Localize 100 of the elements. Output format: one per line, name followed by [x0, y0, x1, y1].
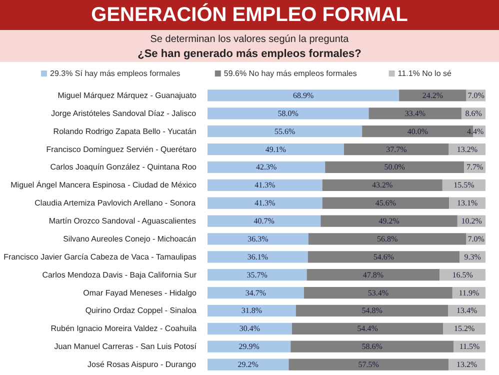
y-tick-label: Martín Orozco Sandoval - Aguascalientes	[48, 216, 196, 226]
data-label: 40.7%	[254, 216, 275, 226]
bar	[208, 179, 322, 191]
y-tick-label: Rolando Rodrigo Zapata Bello - Yucatán	[53, 126, 196, 136]
bar	[208, 304, 296, 317]
y-tick-label: Carlos Mendoza Davis - Baja California Sur	[42, 270, 197, 280]
chart-title: GENERACIÓN EMPLEO FORMAL	[0, 0, 499, 30]
data-label: 54.6%	[373, 252, 394, 262]
data-label: 54.8%	[362, 306, 383, 316]
bar	[368, 108, 462, 120]
legend-label: 29.3% Sí hay más empleos formales	[50, 69, 180, 78]
bar	[208, 197, 322, 209]
bar	[208, 251, 308, 263]
data-label: 45.6%	[375, 198, 396, 208]
data-label: 4.4%	[467, 126, 484, 136]
data-label: 37.7%	[386, 144, 408, 154]
bar	[308, 233, 466, 245]
data-label: 41.3%	[254, 180, 276, 190]
data-label: 50.0%	[384, 162, 406, 172]
y-tick-label: Miguel Márquez Márquez - Guanajuato	[58, 90, 198, 100]
data-label: 68.9%	[292, 90, 314, 100]
bar	[208, 340, 291, 352]
data-label: 29.2%	[238, 360, 259, 370]
data-label: 11.5%	[459, 342, 480, 352]
y-tick-label: Silvano Aureoles Conejo - Michoacán	[63, 234, 196, 244]
bar	[325, 161, 464, 174]
y-tick-label: Miguel Ángel Mancera Espinosa - Ciudad de México	[10, 180, 198, 190]
data-label: 40.0%	[407, 126, 428, 136]
data-label: 33.4%	[404, 108, 426, 118]
bar	[208, 143, 344, 156]
bar	[208, 215, 321, 227]
data-label: 58.0%	[278, 108, 299, 118]
data-label: 16.5%	[452, 270, 474, 280]
y-tick-label: Carlos Joaquín González - Quintana Roo	[50, 162, 198, 172]
data-label: 13.2%	[456, 360, 478, 370]
data-label: 58.6%	[362, 342, 383, 352]
data-label: 49.1%	[265, 144, 286, 154]
bar	[322, 197, 450, 209]
bar	[320, 215, 458, 227]
data-label: 49.2%	[378, 216, 400, 226]
bar	[308, 251, 460, 263]
bar	[322, 179, 442, 191]
bar	[208, 286, 304, 299]
data-label: 31.8%	[241, 306, 262, 316]
legend-label: 59.6% No hay más empleos formales	[224, 69, 357, 78]
data-label: 8.6%	[465, 108, 482, 118]
y-tick-label: Juan Manuel Carreras - San Luis Potosí	[54, 342, 198, 352]
bar	[208, 108, 369, 120]
data-label: 47.8%	[362, 270, 384, 280]
data-label: 54.4%	[357, 324, 378, 334]
y-tick-label: Jorge Aristóteles Sandoval Díaz - Jalisco	[51, 108, 197, 118]
text: ¿Se han generado más empleos formales?	[136, 47, 362, 62]
data-label: 29.9%	[238, 342, 260, 352]
y-tick-label: José Rosas Aispuro - Durango	[88, 360, 197, 370]
y-tick-label: Francisco Javier García Cabeza de Vaca - Tamaulipas	[4, 252, 196, 262]
bar	[208, 90, 400, 102]
bar	[292, 322, 444, 334]
bar	[208, 269, 307, 281]
legend-label: 11.1% No lo sé	[398, 69, 452, 78]
bar	[296, 304, 448, 317]
data-label: 36.1%	[247, 252, 268, 262]
bar	[344, 143, 449, 156]
bar	[208, 233, 308, 245]
data-label: 56.8%	[377, 234, 398, 244]
chart-subtitle: Se determinan los valores según la pregunta	[149, 33, 350, 47]
y-tick-label: Quirino Ordaz Coppel - Sinaloa	[85, 306, 198, 316]
data-label: 42.3%	[256, 162, 277, 172]
bar	[399, 90, 466, 102]
data-label: 53.4%	[368, 288, 389, 298]
bar	[306, 269, 440, 281]
data-label: 36.3%	[248, 234, 269, 244]
data-label: 7.0%	[468, 234, 485, 244]
y-tick-label: Rubén Ignacio Moreira Valdez - Coahuila	[50, 324, 198, 334]
bar	[208, 358, 289, 370]
data-label: 15.5%	[454, 180, 475, 190]
data-label: 35.7%	[246, 270, 268, 280]
data-label: 24.2%	[422, 90, 444, 100]
data-label: 55.6%	[274, 126, 296, 136]
data-label: 57.5%	[358, 360, 380, 370]
data-label: 7.0%	[468, 90, 485, 100]
data-label: 11.9%	[458, 288, 480, 298]
bar	[208, 126, 362, 138]
bar	[208, 161, 326, 174]
data-label: 13.4%	[456, 306, 478, 316]
y-tick-label: Francisco Domínguez Servién - Querétaro	[46, 144, 198, 154]
data-label: 30.4%	[239, 324, 260, 334]
bar	[288, 358, 449, 370]
y-tick-label: Claudia Artemiza Pavlovich Arellano - Sonora	[34, 198, 196, 208]
data-label: 13.2%	[456, 144, 478, 154]
data-label: 9.3%	[464, 252, 482, 262]
data-label: 34.7%	[245, 288, 266, 298]
data-label: 15.2%	[454, 324, 476, 334]
bar	[304, 286, 452, 299]
bar	[290, 340, 454, 352]
data-label: 13.1%	[456, 198, 478, 208]
y-tick-label: Omar Fayad Meneses - Hidalgo	[83, 288, 198, 298]
data-label: 43.2%	[372, 180, 394, 190]
data-label: 10.2%	[461, 216, 482, 226]
data-label: 7.7%	[466, 162, 484, 172]
data-label: 41.3%	[254, 198, 276, 208]
